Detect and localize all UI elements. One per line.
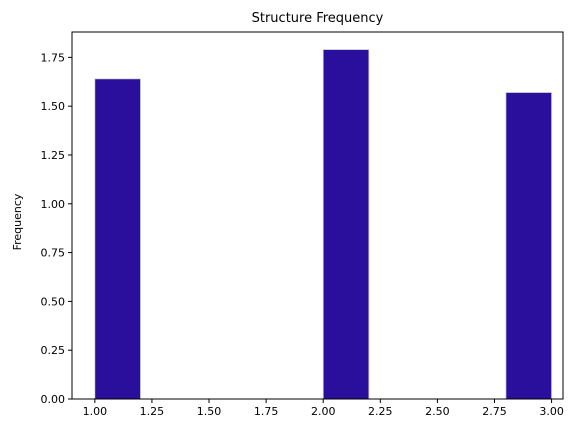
x-tick-label: 1.00 (83, 405, 108, 418)
chart-title: Structure Frequency (252, 11, 384, 26)
x-tick-label: 2.50 (425, 405, 450, 418)
x-tick-label: 3.00 (539, 405, 564, 418)
y-axis-label: Frequency (11, 193, 24, 250)
histogram-bar-1 (94, 78, 141, 400)
y-tick-label: 1.00 (41, 198, 66, 211)
histogram-bar-3 (505, 92, 552, 400)
x-tick-label: 1.25 (140, 405, 165, 418)
y-ticks-group: 0.00 0.25 0.50 0.75 1.00 1.25 1.50 1.75 (41, 51, 72, 406)
plot-frame (71, 31, 564, 400)
x-tick-label: 2.75 (482, 405, 507, 418)
x-ticks-group: 1.00 1.25 1.50 1.75 2.00 2.25 2.50 2.75 3.00 (83, 399, 564, 418)
x-tick-label: 1.50 (197, 405, 222, 418)
x-tick-label: 1.75 (254, 405, 279, 418)
y-tick-label: 1.25 (41, 149, 66, 162)
y-tick-label: 0.75 (41, 247, 66, 260)
x-tick-label: 2.25 (368, 405, 393, 418)
bars-group (94, 49, 552, 400)
x-tick-label: 2.00 (311, 405, 336, 418)
y-tick-label: 1.75 (41, 51, 66, 64)
y-tick-label: 0.00 (41, 393, 66, 406)
y-tick-label: 1.50 (41, 100, 66, 113)
y-tick-label: 0.25 (41, 344, 66, 357)
y-tick-label: 0.50 (41, 295, 66, 308)
histogram-bar-2 (322, 49, 370, 400)
